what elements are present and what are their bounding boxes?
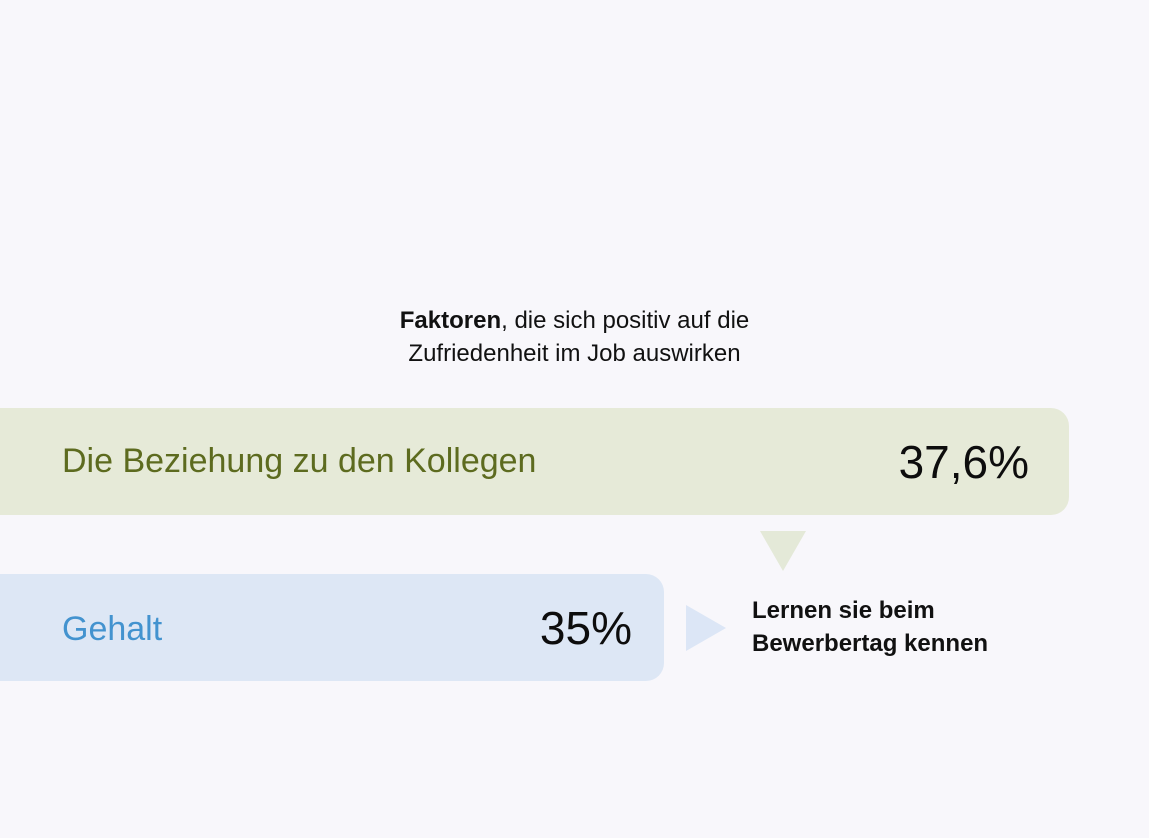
title-line-2: Zufriedenheit im Job auswirken (408, 340, 741, 367)
bar-value-kollegen: 37,6% (898, 436, 1029, 488)
annotation-line-1: Lernen sie beim (752, 597, 935, 624)
title-bold: Faktoren (399, 307, 502, 334)
bar-label-kollegen: Die Beziehung zu den Kollegen (62, 442, 537, 480)
bar-gehalt: Gehalt 35% (0, 574, 664, 681)
bar-value-gehalt: 35% (539, 602, 632, 654)
annotation-note: Lernen sie beim Bewerbertag kennen (752, 594, 988, 660)
triangle-right-icon (686, 605, 726, 651)
bar-kollegen: Die Beziehung zu den Kollegen 37,6% (0, 408, 1069, 515)
chart-title: Faktoren, die sich positiv auf die Zufri… (0, 304, 1149, 370)
annotation-line-2: Bewerbertag kennen (752, 630, 989, 657)
triangle-down-icon (760, 531, 806, 571)
title-rest: , die sich positiv auf die (501, 307, 750, 334)
bar-label-gehalt: Gehalt (62, 610, 163, 648)
